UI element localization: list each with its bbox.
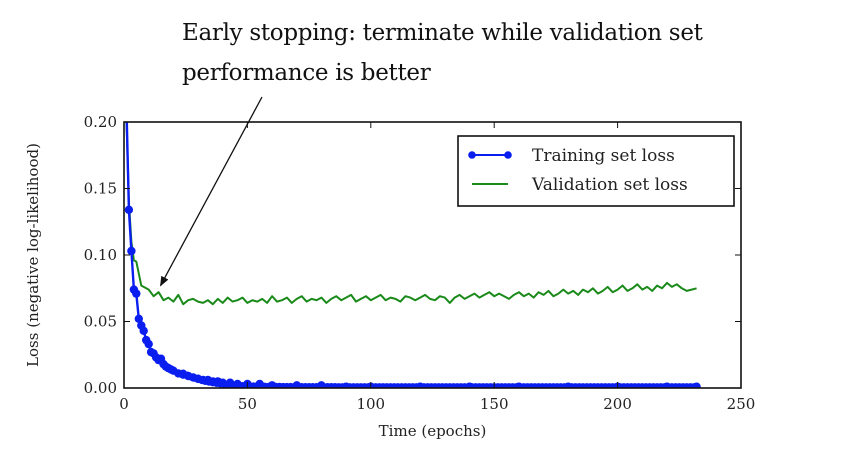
x-axis-label: Time (epochs) <box>379 422 487 440</box>
y-tick-label: 0.10 <box>84 246 117 264</box>
legend-training-marker <box>504 151 512 159</box>
legend: Training set loss Validation set loss <box>457 135 735 207</box>
legend-validation-label: Validation set loss <box>531 175 688 195</box>
legend-training-marker <box>468 151 476 159</box>
x-tick-label: 50 <box>238 395 257 413</box>
x-tick-label: 150 <box>480 395 509 413</box>
y-tick-label: 0.05 <box>84 313 117 331</box>
training-loss-point <box>690 383 698 388</box>
training-loss-point <box>127 246 136 256</box>
training-loss-point <box>124 205 134 214</box>
training-loss-point <box>122 105 130 113</box>
y-axis-label: Loss (negative log-likelihood) <box>24 143 42 367</box>
annotation-line-1: Early stopping: terminate while validati… <box>182 20 703 46</box>
training-loss-point <box>134 314 143 323</box>
legend-training-label: Training set loss <box>532 146 675 166</box>
training-loss-point <box>144 339 153 349</box>
x-tick-label: 200 <box>603 395 632 413</box>
x-tick-label: 250 <box>727 395 756 413</box>
annotation-arrow <box>159 96 263 287</box>
y-tick-label: 0.20 <box>84 113 117 131</box>
legend-box <box>457 135 735 207</box>
y-tick-label: 0.00 <box>84 379 117 397</box>
y-tick-label: 0.15 <box>84 180 117 198</box>
x-tick-label: 100 <box>356 395 385 413</box>
training-loss-point <box>132 289 141 298</box>
x-tick-label: 0 <box>119 395 129 413</box>
training-loss-point <box>139 326 148 335</box>
validation-loss-line <box>125 122 697 306</box>
annotation-line-2: performance is better <box>182 60 431 86</box>
